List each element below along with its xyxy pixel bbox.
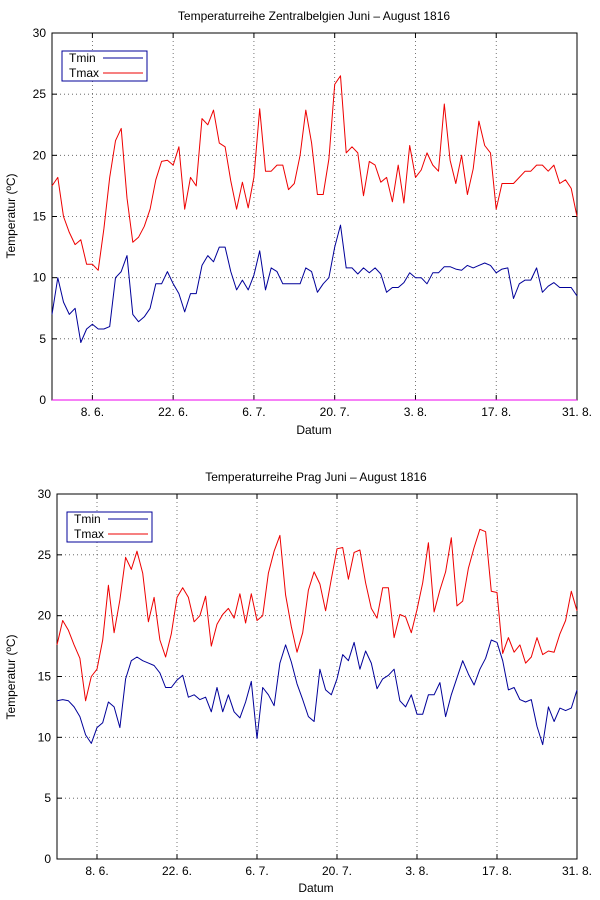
x-tick-label: 3. 8. (405, 864, 428, 878)
y-axis-label: Temperatur (ºC) (4, 173, 18, 258)
legend-label-tmax: Tmax (74, 527, 104, 541)
legend: Tmin Tmax (61, 50, 148, 82)
grid (57, 494, 577, 859)
plot-frame (51, 32, 578, 401)
legend-box (61, 50, 148, 82)
y-tick-label: 15 (33, 210, 47, 224)
series-line-tmax (56, 528, 578, 702)
x-tick-label: 20. 7. (320, 405, 350, 419)
x-axis: 8. 6. 22. 6. 6. 7. 20. 7. 3. 8. 17. 8. 31. 8. (85, 494, 592, 878)
x-tick-label: 20. 7. (322, 864, 352, 878)
legend: Tmin Tmax (66, 511, 153, 543)
grid (52, 33, 577, 400)
x-axis: 8. 6. 22. 6. 6. 7. 20. 7. 3. 8. 17. 8. 31. 8. (81, 33, 592, 419)
y-axis: 0 5 10 15 20 25 30 (38, 487, 577, 866)
x-tick-label: 22. 6. (158, 405, 188, 419)
x-tick-label: 8. 6. (81, 405, 104, 419)
chart-title: Temperaturreihe Zentralbelgien Juni – Au… (178, 9, 451, 23)
x-tick-label: 6. 7. (245, 864, 268, 878)
y-axis-label: Temperatur (ºC) (4, 634, 18, 719)
x-tick-label: 31. 8. (562, 405, 592, 419)
x-tick-label: 17. 8. (482, 864, 512, 878)
series-lines (51, 75, 578, 343)
x-tick-label: 8. 6. (85, 864, 108, 878)
y-tick-label: 30 (38, 487, 52, 501)
y-tick-label: 15 (38, 670, 52, 684)
series-line-tmin (56, 639, 578, 746)
y-tick-label: 10 (38, 730, 52, 744)
legend-label-tmax: Tmax (69, 66, 99, 80)
legend-label-tmin: Tmin (69, 51, 96, 65)
x-axis-label: Datum (298, 881, 333, 895)
legend-box (66, 511, 153, 543)
x-tick-label: 22. 6. (162, 864, 192, 878)
x-tick-label: 3. 8. (404, 405, 427, 419)
y-tick-label: 25 (33, 87, 47, 101)
x-tick-label: 17. 8. (481, 405, 511, 419)
series-line-tmax (51, 75, 578, 271)
x-axis-label: Datum (296, 423, 331, 437)
series-lines (56, 528, 578, 746)
y-tick-label: 5 (44, 791, 51, 805)
y-tick-label: 20 (38, 609, 52, 623)
chart-prague: Temperaturreihe Prag Juni – August 1816 … (4, 470, 592, 895)
y-tick-label: 20 (33, 148, 47, 162)
legend-label-tmin: Tmin (74, 512, 101, 526)
y-axis: 0 5 10 15 20 25 30 (33, 26, 577, 407)
x-tick-label: 31. 8. (562, 864, 592, 878)
y-tick-label: 10 (33, 271, 47, 285)
series-line-tmin (51, 224, 578, 343)
y-tick-label: 0 (44, 852, 51, 866)
chart-title: Temperaturreihe Prag Juni – August 1816 (205, 470, 427, 484)
y-tick-label: 30 (33, 26, 47, 40)
y-tick-label: 25 (38, 548, 52, 562)
x-tick-label: 6. 7. (242, 405, 265, 419)
y-tick-label: 5 (39, 332, 46, 346)
y-tick-label: 0 (39, 393, 46, 407)
chart-belgium: Temperaturreihe Zentralbelgien Juni – Au… (4, 9, 592, 437)
